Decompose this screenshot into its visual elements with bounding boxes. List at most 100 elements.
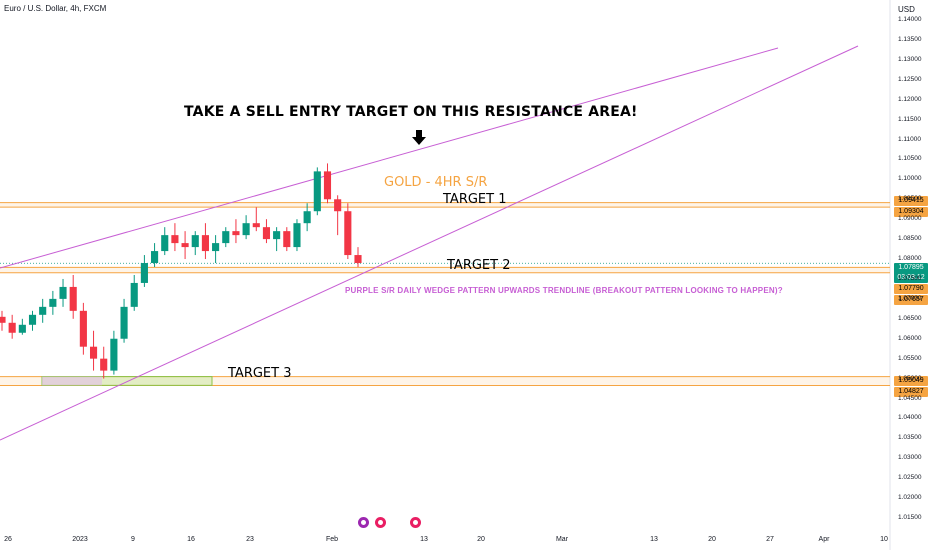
candle-body bbox=[18, 324, 26, 333]
price-tag-6: 1.04827 bbox=[894, 387, 928, 397]
sr-zone-target-1 bbox=[0, 202, 890, 208]
x-axis-tick: 2023 bbox=[72, 536, 88, 543]
x-axis-tick: 16 bbox=[187, 536, 195, 543]
y-axis-tick: 1.05000 bbox=[898, 374, 922, 382]
y-axis-tick: 1.02500 bbox=[898, 474, 922, 482]
y-axis-tick: 1.12000 bbox=[898, 95, 922, 103]
us-flag-event-icon-2[interactable] bbox=[410, 517, 421, 528]
candle-body bbox=[262, 227, 271, 240]
y-axis-tick: 1.01500 bbox=[898, 514, 922, 522]
gold-sr-label: GOLD - 4HR S/R bbox=[384, 175, 488, 190]
x-axis-tick: 13 bbox=[420, 536, 428, 543]
candle-body bbox=[49, 298, 57, 307]
down-arrow-marker bbox=[412, 130, 426, 145]
x-axis-tick: Feb bbox=[325, 536, 339, 543]
price-tag-2: 1.09304 bbox=[894, 207, 928, 217]
price-tag-1: 1.09415 bbox=[894, 196, 928, 206]
current-price-value: 1.07895 bbox=[898, 264, 924, 271]
candle-body bbox=[79, 310, 87, 347]
y-axis-tick: 1.03500 bbox=[898, 434, 922, 442]
x-axis-tick: 9 bbox=[131, 536, 135, 543]
candle-body bbox=[354, 255, 362, 264]
y-axis-tick: 1.07000 bbox=[898, 294, 922, 302]
candle-body bbox=[313, 171, 321, 212]
candle-body bbox=[171, 235, 179, 244]
wedge-pattern-note: PURPLE S/R DAILY WEDGE PATTERN UPWARDS T… bbox=[345, 286, 783, 295]
candle-body bbox=[28, 314, 37, 325]
candle-body bbox=[100, 358, 108, 371]
candle-body bbox=[273, 231, 281, 240]
y-axis-tick: 1.09000 bbox=[898, 215, 922, 223]
us-flag-event-icon[interactable] bbox=[375, 517, 386, 528]
y-axis-tick: 1.12500 bbox=[898, 75, 922, 83]
y-axis-tick: 1.05500 bbox=[898, 354, 922, 362]
target-1-label: TARGET 1 bbox=[443, 192, 507, 207]
candle-body bbox=[130, 282, 138, 307]
y-axis-tick: 1.13500 bbox=[898, 35, 922, 43]
candle-body bbox=[293, 223, 301, 248]
wedge-lower-trendline bbox=[0, 45, 859, 441]
wedge-upper-trendline bbox=[0, 47, 779, 269]
y-axis-tick: 1.11500 bbox=[898, 115, 922, 123]
candle-body bbox=[181, 243, 189, 248]
y-axis-tick: 1.04500 bbox=[898, 394, 922, 402]
candle-body bbox=[334, 199, 342, 212]
candle-body bbox=[140, 263, 148, 283]
y-axis-tick: 1.11000 bbox=[898, 135, 922, 143]
price-tag-4: 1.07657 bbox=[894, 295, 928, 305]
y-axis-tick: 1.10500 bbox=[898, 155, 922, 163]
target-2-label: TARGET 2 bbox=[447, 258, 511, 273]
x-axis-tick: Apr bbox=[818, 536, 830, 543]
candle-body bbox=[323, 171, 332, 200]
y-axis-tick: 1.02000 bbox=[898, 494, 922, 502]
lightning-event-icon[interactable] bbox=[358, 517, 369, 528]
candle-body bbox=[0, 316, 6, 323]
sell-entry-annotation: TAKE A SELL ENTRY TARGET ON THIS RESISTA… bbox=[184, 104, 638, 120]
bar-countdown: 03:03:12 bbox=[897, 274, 925, 281]
candle-body bbox=[39, 306, 47, 315]
x-axis-tick: 20 bbox=[708, 536, 716, 543]
candle-body bbox=[212, 243, 220, 252]
y-axis-tick: 1.06500 bbox=[898, 314, 922, 322]
candle-body bbox=[161, 235, 169, 252]
candle-body bbox=[222, 231, 230, 244]
x-axis-tick: 23 bbox=[246, 536, 254, 543]
candle-body bbox=[252, 223, 260, 228]
y-axis-tick: 1.04000 bbox=[898, 414, 922, 422]
candle-body bbox=[344, 211, 352, 256]
candle-body bbox=[242, 223, 250, 236]
candle-body bbox=[59, 286, 67, 299]
y-axis-tick: 1.10000 bbox=[898, 175, 922, 183]
x-axis-tick: 20 bbox=[477, 536, 485, 543]
price-tag-5: 1.05049 bbox=[894, 376, 928, 386]
symbol-title: Euro / U.S. Dollar, 4h, FXCM bbox=[4, 4, 107, 13]
candle-body bbox=[283, 231, 291, 248]
x-axis-tick: 13 bbox=[650, 536, 658, 543]
sr-zone-target-3 bbox=[0, 376, 890, 386]
x-axis-tick: Mar bbox=[555, 536, 569, 543]
candle-body bbox=[120, 306, 128, 339]
candle-body bbox=[201, 235, 209, 252]
price-tag-3: 1.07790 bbox=[894, 284, 928, 294]
y-axis-tick: 1.08500 bbox=[898, 235, 922, 243]
candle-body bbox=[151, 251, 159, 264]
candle-body bbox=[191, 235, 199, 248]
y-axis-tick: 1.07500 bbox=[898, 274, 922, 282]
target-3-label: TARGET 3 bbox=[228, 366, 292, 381]
y-axis-tick: 1.14000 bbox=[898, 15, 922, 23]
candle-body bbox=[232, 231, 240, 236]
demand-zone-overlap bbox=[42, 376, 102, 386]
candle-body bbox=[303, 211, 311, 224]
candle-body bbox=[8, 322, 16, 333]
candle-body bbox=[69, 286, 77, 311]
current-price-tag: 1.07895 03:03:12 bbox=[894, 263, 928, 283]
candle-body bbox=[89, 346, 98, 359]
x-axis-tick: 10 bbox=[880, 536, 888, 543]
x-axis-tick: 27 bbox=[766, 536, 774, 543]
y-axis-tick: 1.13000 bbox=[898, 55, 922, 63]
y-axis-tick: 1.06000 bbox=[898, 334, 922, 342]
currency-label: USD bbox=[898, 5, 915, 14]
y-axis-tick: 1.08000 bbox=[898, 255, 922, 263]
y-axis-tick: 1.03000 bbox=[898, 454, 922, 462]
